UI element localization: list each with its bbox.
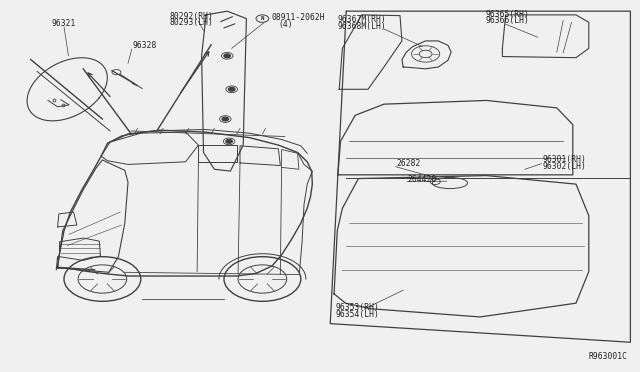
Text: 08911-2062H: 08911-2062H	[272, 13, 326, 22]
Text: 96367M(RH): 96367M(RH)	[338, 15, 387, 24]
Circle shape	[222, 117, 228, 121]
Text: 96354(LH): 96354(LH)	[336, 310, 380, 319]
Text: 96302(LH): 96302(LH)	[543, 161, 587, 170]
Text: R963001C: R963001C	[588, 352, 627, 361]
Text: 264420: 264420	[407, 175, 436, 184]
Circle shape	[226, 140, 232, 143]
Text: 96368M(LH): 96368M(LH)	[338, 22, 387, 31]
Text: 96353(RH): 96353(RH)	[336, 302, 380, 311]
Text: 96301(RH): 96301(RH)	[543, 155, 587, 164]
Text: 96321: 96321	[52, 19, 76, 28]
Text: 26282: 26282	[397, 159, 421, 168]
Text: 96366(LH): 96366(LH)	[485, 16, 529, 25]
Text: N: N	[260, 16, 264, 21]
Circle shape	[228, 87, 235, 91]
Text: 96365(RH): 96365(RH)	[485, 10, 529, 19]
Text: 96328: 96328	[132, 41, 157, 50]
Text: (4): (4)	[278, 20, 293, 29]
Circle shape	[224, 54, 230, 58]
Text: 80292(RH): 80292(RH)	[170, 12, 214, 20]
Text: 80293(LH): 80293(LH)	[170, 18, 214, 27]
